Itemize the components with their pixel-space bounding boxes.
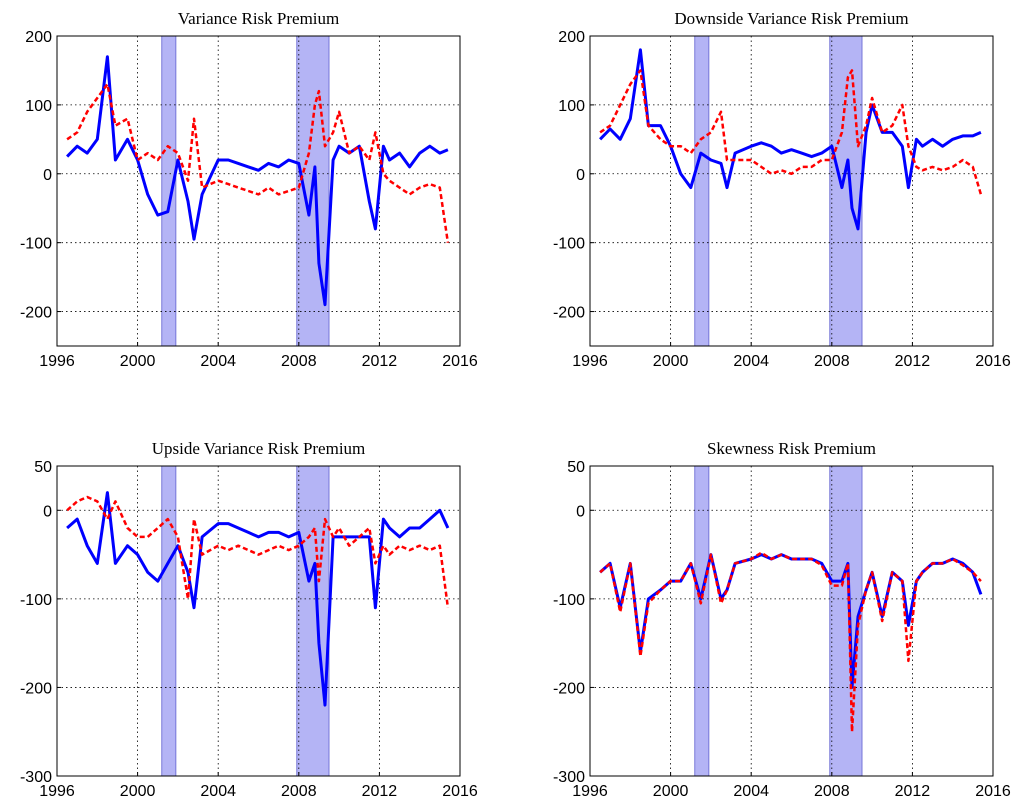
recession-band [694, 35, 710, 347]
plot-frame [589, 35, 994, 347]
y-tick-label: -300 [553, 769, 585, 786]
x-tick-label: 2008 [814, 783, 850, 800]
series-line [599, 553, 983, 689]
x-tick-label: 2012 [362, 783, 398, 800]
y-tick-label: -200 [553, 680, 585, 697]
y-tick-label: -100 [20, 236, 52, 253]
recession-band [694, 465, 710, 777]
panel: 1996 2000 2004 2008 2012 2016 -300 -200 -100 0 50 U… [20, 439, 478, 800]
x-tick-label: 2008 [814, 353, 850, 370]
x-tick-label: 2016 [975, 783, 1011, 800]
y-tick-label: -300 [20, 769, 52, 786]
y-tick-label: 0 [43, 167, 52, 184]
x-tick-label: 2016 [442, 783, 478, 800]
series-line [66, 495, 450, 608]
series-line [599, 551, 982, 733]
x-tick-label: 2008 [281, 353, 317, 370]
x-tick-label: 2000 [120, 353, 156, 370]
y-tick-label: -100 [553, 236, 585, 253]
y-tick-label: -100 [553, 592, 585, 609]
recession-band [161, 35, 177, 347]
x-tick-label: 2004 [733, 783, 769, 800]
y-tick-label: 50 [567, 459, 585, 476]
series-line [599, 48, 982, 231]
panel: 1996 2000 2004 2008 2012 2016 -200 -100 0 100 200 D… [553, 9, 1011, 370]
x-tick-label: 2000 [120, 783, 156, 800]
plot-frame [56, 465, 461, 777]
series-line [599, 69, 983, 195]
plot-frame [56, 35, 461, 347]
recession-band [161, 465, 177, 777]
x-tick-label: 2004 [200, 353, 236, 370]
x-tick-label: 2000 [653, 783, 689, 800]
x-tick-label: 2008 [281, 783, 317, 800]
recession-band [296, 465, 330, 777]
x-tick-label: 2012 [895, 353, 931, 370]
y-tick-label: -100 [20, 592, 52, 609]
x-tick-label: 1996 [39, 353, 75, 370]
y-tick-label: 0 [576, 167, 585, 184]
y-tick-label: 0 [576, 503, 585, 520]
panel: 1996 2000 2004 2008 2012 2016 -200 -100 0 100 200 V… [20, 9, 478, 370]
x-tick-label: 1996 [39, 783, 75, 800]
x-tick-label: 2016 [442, 353, 478, 370]
chart-title: Upside Variance Risk Premium [152, 439, 366, 458]
panel: 1996 2000 2004 2008 2012 2016 -300 -200 -100 0 50 S… [553, 439, 1011, 800]
x-tick-label: 2012 [362, 353, 398, 370]
x-tick-label: 1996 [572, 783, 608, 800]
x-tick-label: 1996 [572, 353, 608, 370]
y-tick-label: 0 [43, 503, 52, 520]
chart-title: Variance Risk Premium [178, 9, 339, 28]
y-tick-label: 100 [558, 98, 585, 115]
y-tick-label: -200 [20, 680, 52, 697]
x-tick-label: 2004 [733, 353, 769, 370]
chart-title: Downside Variance Risk Premium [674, 9, 908, 28]
x-tick-label: 2016 [975, 353, 1011, 370]
series-line [66, 491, 450, 707]
y-tick-label: 50 [34, 459, 52, 476]
recession-band [829, 35, 863, 347]
plot-frame [589, 465, 994, 777]
chart-title: Skewness Risk Premium [707, 439, 876, 458]
x-tick-label: 2012 [895, 783, 931, 800]
x-tick-label: 2000 [653, 353, 689, 370]
y-tick-label: 200 [25, 29, 52, 46]
y-tick-label: 100 [25, 98, 52, 115]
x-tick-label: 2004 [200, 783, 236, 800]
y-tick-label: 200 [558, 29, 585, 46]
series-line [66, 82, 450, 243]
y-tick-label: -200 [553, 305, 585, 322]
y-tick-label: -200 [20, 305, 52, 322]
